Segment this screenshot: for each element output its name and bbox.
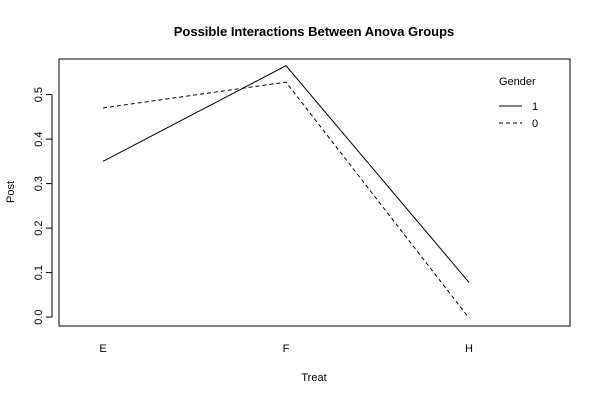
y-tick-label: 0.3	[33, 176, 45, 191]
series-layer	[102, 65, 470, 319]
legend-entry-label: 0	[532, 118, 538, 130]
y-tick-label: 0.4	[33, 131, 45, 146]
x-tick-label: F	[283, 343, 290, 355]
x-axis-label: Treat	[301, 372, 326, 384]
legend: Gender 1 0	[499, 76, 538, 130]
x-tick-label: H	[465, 343, 473, 355]
series-line-gender-1	[102, 65, 470, 283]
y-tick-label: 0.2	[33, 220, 45, 235]
y-tick-label: 0.5	[33, 87, 45, 102]
series-line-gender-0	[102, 81, 470, 319]
chart-title: Possible Interactions Between Anova Grou…	[174, 24, 455, 39]
y-tick-label: 0.1	[33, 265, 45, 280]
x-tick-label: E	[99, 343, 106, 355]
y-axis: 0.0 0.1 0.2 0.3 0.4 0.5	[33, 87, 53, 325]
plot-frame	[58, 58, 571, 327]
legend-title: Gender	[499, 76, 536, 88]
y-tick-label: 0.0	[33, 309, 45, 324]
legend-entry-label: 1	[532, 101, 538, 113]
y-axis-label: Post	[5, 181, 17, 203]
